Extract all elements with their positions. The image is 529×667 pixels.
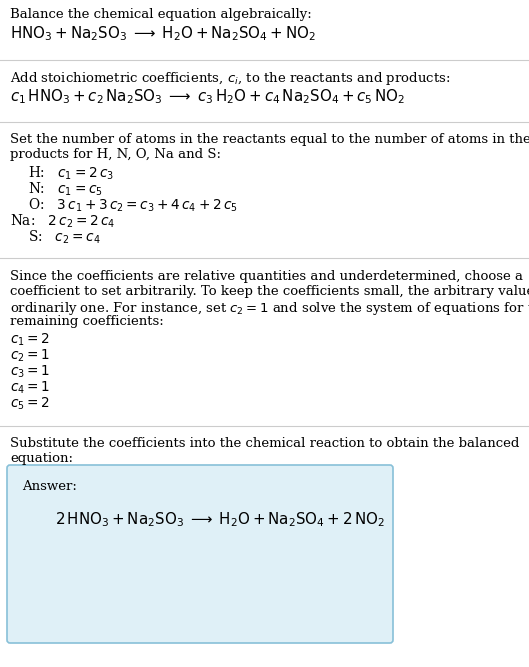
Text: Answer:: Answer: (22, 480, 77, 493)
Text: $\mathrm{HNO_3 + Na_2SO_3 \;\longrightarrow\; H_2O + Na_2SO_4 + NO_2}$: $\mathrm{HNO_3 + Na_2SO_3 \;\longrightar… (10, 24, 316, 43)
Text: H:   $c_1 = 2\,c_3$: H: $c_1 = 2\,c_3$ (28, 165, 114, 182)
Text: equation:: equation: (10, 452, 73, 465)
Text: products for H, N, O, Na and S:: products for H, N, O, Na and S: (10, 148, 221, 161)
Text: Substitute the coefficients into the chemical reaction to obtain the balanced: Substitute the coefficients into the che… (10, 437, 519, 450)
Text: $c_5 = 2$: $c_5 = 2$ (10, 396, 50, 412)
Text: $c_4 = 1$: $c_4 = 1$ (10, 380, 50, 396)
Text: coefficient to set arbitrarily. To keep the coefficients small, the arbitrary va: coefficient to set arbitrarily. To keep … (10, 285, 529, 298)
Text: Add stoichiometric coefficients, $c_i$, to the reactants and products:: Add stoichiometric coefficients, $c_i$, … (10, 70, 450, 87)
Text: S:   $c_2 = c_4$: S: $c_2 = c_4$ (28, 229, 101, 246)
Text: Balance the chemical equation algebraically:: Balance the chemical equation algebraica… (10, 8, 312, 21)
Text: Set the number of atoms in the reactants equal to the number of atoms in the: Set the number of atoms in the reactants… (10, 133, 529, 146)
Text: $c_3 = 1$: $c_3 = 1$ (10, 364, 50, 380)
Text: remaining coefficients:: remaining coefficients: (10, 315, 164, 328)
Text: Na:   $2\,c_2 = 2\,c_4$: Na: $2\,c_2 = 2\,c_4$ (10, 213, 115, 230)
Text: O:   $3\,c_1 + 3\,c_2 = c_3 + 4\,c_4 + 2\,c_5$: O: $3\,c_1 + 3\,c_2 = c_3 + 4\,c_4 + 2\,… (28, 197, 238, 214)
FancyBboxPatch shape (7, 465, 393, 643)
Text: Since the coefficients are relative quantities and underdetermined, choose a: Since the coefficients are relative quan… (10, 270, 523, 283)
Text: $2\, \mathrm{HNO_3} + \mathrm{Na_2SO_3} \;\longrightarrow\; \mathrm{H_2O} + \mat: $2\, \mathrm{HNO_3} + \mathrm{Na_2SO_3} … (55, 510, 385, 529)
Text: N:   $c_1 = c_5$: N: $c_1 = c_5$ (28, 181, 103, 198)
Text: $c_1\, \mathrm{HNO_3} + c_2\, \mathrm{Na_2SO_3} \;\longrightarrow\; c_3\, \mathr: $c_1\, \mathrm{HNO_3} + c_2\, \mathrm{Na… (10, 87, 405, 105)
Text: $c_2 = 1$: $c_2 = 1$ (10, 348, 50, 364)
Text: $c_1 = 2$: $c_1 = 2$ (10, 332, 50, 348)
Text: ordinarily one. For instance, set $c_2 = 1$ and solve the system of equations fo: ordinarily one. For instance, set $c_2 =… (10, 300, 529, 317)
